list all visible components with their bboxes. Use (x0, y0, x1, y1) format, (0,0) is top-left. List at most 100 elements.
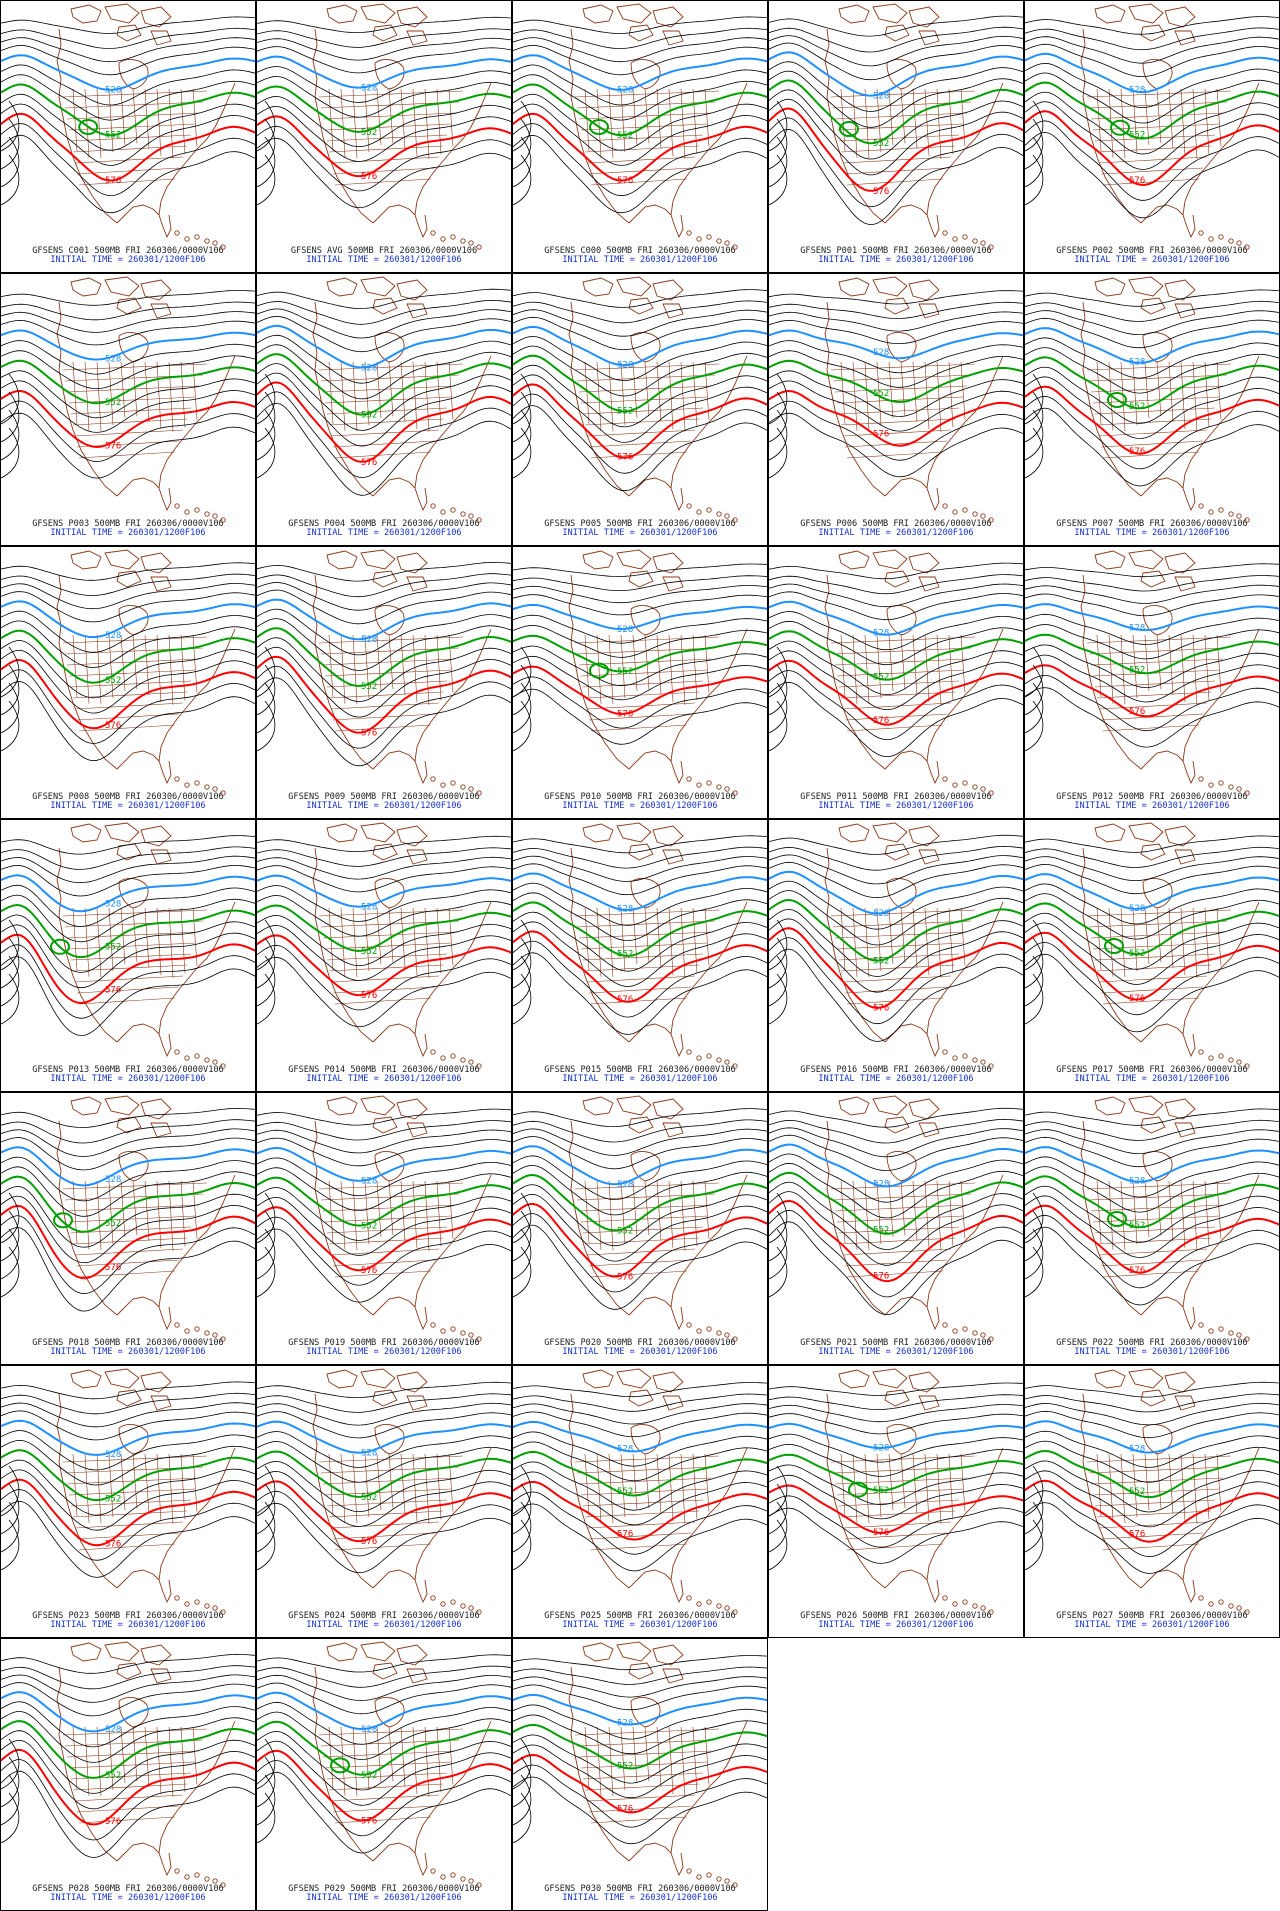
caribbean-island-outline (980, 1332, 986, 1338)
gulf-coast-outline (628, 1296, 672, 1316)
panel-caption-product: GFSENS P026 500MB FRI 260306/0000V106 (769, 1612, 1023, 1621)
caribbean-island-outline (686, 230, 692, 236)
boundary-line (586, 1521, 696, 1529)
boundary-line (1156, 361, 1162, 417)
coastline-layer (312, 822, 492, 1069)
gulf-coast-outline (628, 1842, 672, 1862)
hudson-bay-outline (886, 605, 917, 636)
arctic-island-outline (1128, 276, 1164, 297)
height-contour (1025, 856, 1279, 881)
boundary-line (582, 1499, 704, 1507)
caribbean-island-outline (1236, 1332, 1242, 1338)
caribbean-island-outline (988, 1063, 994, 1069)
height-contour (769, 937, 788, 989)
boundary-line (846, 451, 944, 459)
member-id: GFSENS P007 (1056, 519, 1114, 529)
height-contour (1, 1756, 20, 1808)
height-contour (769, 1443, 1023, 1477)
arctic-island-outline (104, 1095, 140, 1116)
height-contour (1025, 646, 1044, 698)
arctic-island-outline (582, 823, 614, 843)
contour-528 (513, 325, 767, 367)
boundary-line (590, 997, 688, 1005)
boundary-line (846, 1270, 944, 1278)
boundary-line (596, 361, 602, 431)
hudson-bay-outline (1142, 878, 1173, 909)
boundary-line (656, 88, 662, 149)
contour-label-528: 528 (361, 903, 377, 913)
ensemble-member-panel: 528 552 576 GFSENS AVG 500MB FRI 260306/00… (256, 0, 512, 273)
ensemble-member-panel: 528 552 576 GFSENS P004 500MB FRI 260306/0… (256, 273, 512, 546)
boundary-line (864, 634, 870, 705)
height-contour (257, 618, 511, 671)
height-contour (769, 373, 788, 425)
caribbean-island-outline (732, 1336, 738, 1342)
height-contour (1025, 919, 1044, 971)
member-id: GFSENS P008 (32, 792, 90, 802)
contour-528 (257, 324, 511, 369)
boundary-line (1192, 361, 1198, 432)
boundary-line (120, 1726, 126, 1783)
boundary-line (830, 1182, 976, 1190)
caribbean-island-outline (732, 790, 738, 796)
boundary-line (1092, 942, 1220, 950)
height-contour (257, 16, 511, 33)
arctic-island-outline (662, 576, 684, 592)
contour-label-576: 576 (1129, 707, 1145, 717)
arctic-island-outline (628, 570, 654, 588)
arctic-island-outline (104, 1368, 140, 1389)
height-contour (257, 1137, 511, 1167)
contour-label-552: 552 (105, 942, 121, 952)
initial-time-value: 260301/1200F106 (1152, 801, 1230, 811)
member-id: GFSENS P011 (800, 792, 858, 802)
boundary-line (76, 1532, 180, 1540)
initial-time-value: 260301/1200F106 (640, 255, 718, 265)
contour-label-576: 576 (1129, 176, 1145, 186)
height-contour (513, 74, 767, 121)
height-contour (1, 1137, 255, 1171)
panel-caption-initial-time: INITIAL TIME = 260301/1200F106 (257, 529, 511, 538)
height-contour (513, 624, 767, 658)
gulf-coast-outline (116, 1296, 160, 1316)
arctic-island-outline (652, 552, 684, 574)
boundary-line (72, 1180, 78, 1244)
height-contour (513, 585, 767, 604)
panel-caption-product: GFSENS P017 500MB FRI 260306/0000V106 (1025, 1066, 1279, 1075)
contour-552 (513, 1450, 767, 1497)
boundary-line (1096, 361, 1102, 425)
caribbean-island-outline (696, 1328, 702, 1334)
east-coast-outline (414, 901, 492, 1035)
caribbean-island-outline (220, 1336, 226, 1342)
boundary-line (328, 361, 334, 425)
cutoff-low-contour (589, 119, 609, 135)
arctic-island-outline (140, 6, 172, 28)
height-contour (1, 100, 20, 152)
height-contour (513, 1184, 767, 1247)
height-contour (769, 15, 1023, 37)
boundary-line (580, 1215, 708, 1223)
height-contour (257, 973, 276, 1025)
boundary-line (322, 1477, 456, 1485)
height-contour (1, 1701, 255, 1748)
hudson-bay-outline (886, 1151, 917, 1182)
height-contour (513, 1734, 767, 1784)
ensemble-member-panel: 528 552 576 GFSENS P015 500MB FRI 260306/0… (512, 819, 768, 1092)
caribbean-island-outline (212, 240, 218, 246)
florida-outline (926, 1306, 940, 1331)
height-contour (257, 677, 511, 767)
boundary-line (960, 361, 966, 420)
initial-time-value: 260301/1200F106 (896, 801, 974, 811)
height-contour (1025, 912, 1279, 970)
contour-label-528: 528 (873, 629, 889, 639)
arctic-island-outline (360, 822, 396, 843)
caribbean-island-outline (440, 1328, 446, 1334)
caribbean-island-outline (220, 1063, 226, 1069)
contour-label-552: 552 (1129, 949, 1145, 959)
contour-label-576: 576 (105, 1817, 121, 1827)
height-contour (1, 370, 255, 419)
arctic-island-outline (616, 3, 652, 24)
arctic-island-outline (872, 822, 908, 843)
